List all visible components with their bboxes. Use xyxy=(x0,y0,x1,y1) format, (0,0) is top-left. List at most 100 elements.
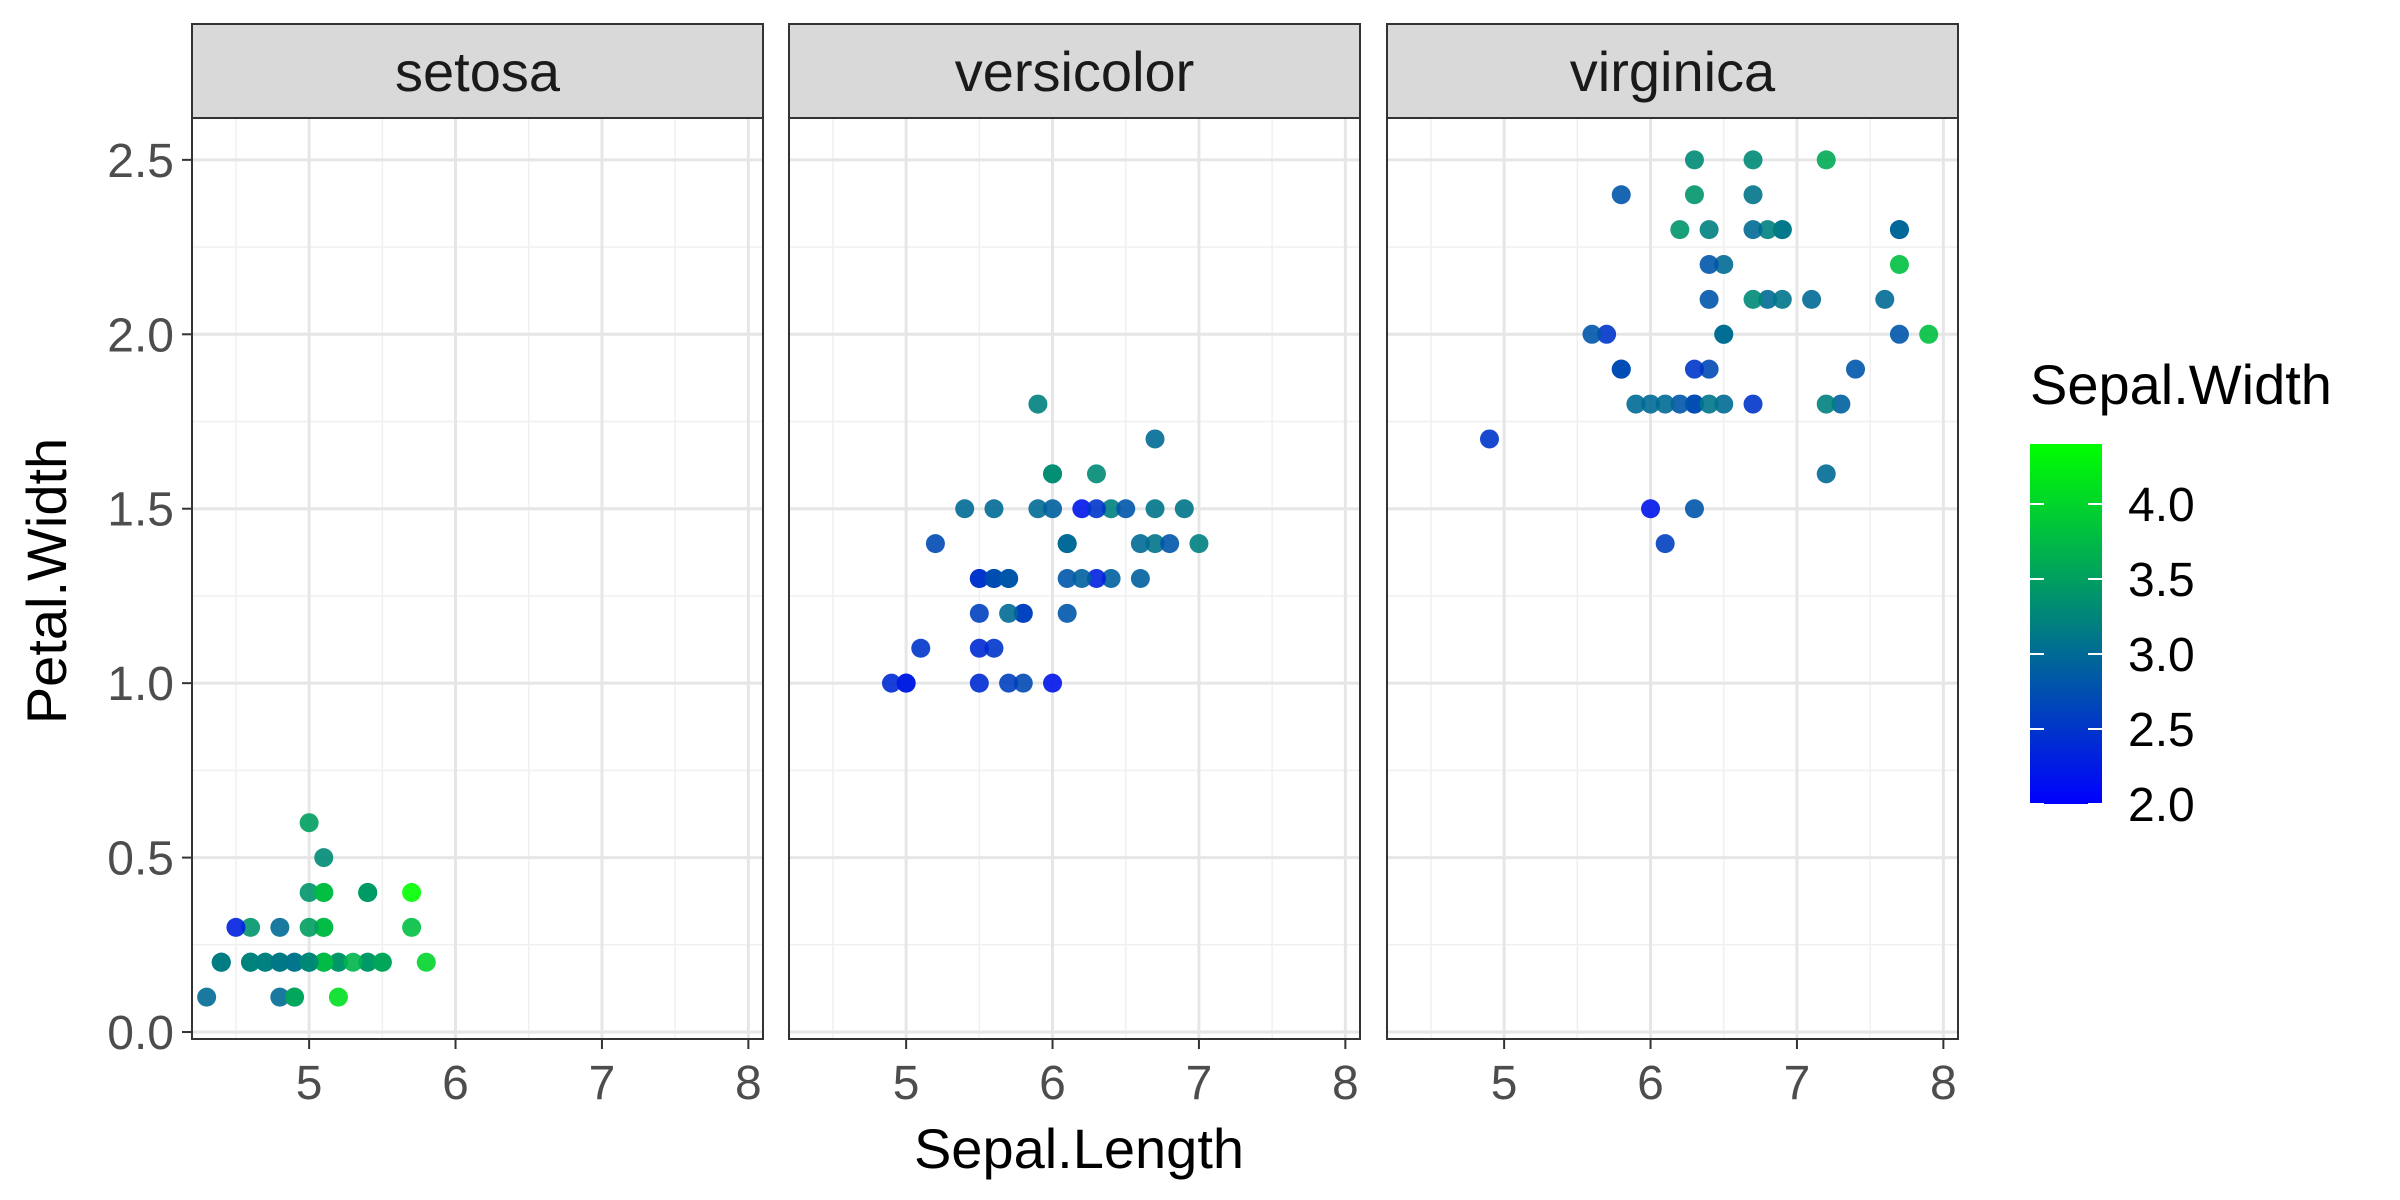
legend-tick-label: 3.0 xyxy=(2128,629,2195,682)
data-point xyxy=(1758,220,1778,240)
data-point xyxy=(999,569,1019,588)
data-point xyxy=(1889,255,1909,275)
x-tick-label: 7 xyxy=(1784,1057,1811,1110)
data-point xyxy=(1699,255,1719,275)
y-tick-label: 1.5 xyxy=(107,484,174,537)
data-point xyxy=(1611,185,1631,205)
data-point xyxy=(1772,289,1792,309)
data-point xyxy=(969,673,989,693)
data-point xyxy=(241,917,261,937)
data-point xyxy=(343,952,363,972)
data-point xyxy=(1684,499,1704,519)
data-point xyxy=(299,952,319,972)
legend-ticks: 2.0 2.5 3.0 3.5 4.0 xyxy=(2030,479,2195,832)
data-point xyxy=(1684,185,1704,205)
legend-tick-label: 2.0 xyxy=(2128,779,2195,832)
data-points xyxy=(197,813,436,1007)
data-point xyxy=(1086,499,1106,519)
data-point xyxy=(1189,534,1209,554)
facet-strip xyxy=(1386,23,1959,119)
data-point xyxy=(1714,394,1734,414)
y-tick-label: 1.0 xyxy=(107,658,174,711)
data-point xyxy=(299,813,319,833)
data-point xyxy=(1846,359,1866,379)
data-point xyxy=(416,952,436,972)
data-point xyxy=(1597,324,1617,344)
data-point xyxy=(1714,324,1734,344)
data-point xyxy=(402,917,422,937)
x-tick-label: 6 xyxy=(1039,1057,1066,1110)
facet-strip xyxy=(788,23,1361,119)
data-point xyxy=(1699,220,1719,240)
data-point xyxy=(299,917,319,937)
legend-colorbar xyxy=(2030,444,2102,804)
x-tick-label: 5 xyxy=(296,1057,323,1110)
data-point xyxy=(1145,429,1165,449)
data-points xyxy=(881,394,1209,693)
x-tick-label: 6 xyxy=(442,1057,469,1110)
data-point xyxy=(1130,569,1150,588)
panel-border xyxy=(191,117,764,1040)
data-point xyxy=(1758,289,1778,309)
data-point xyxy=(314,917,334,937)
data-point xyxy=(999,673,1019,693)
x-tick-label: 7 xyxy=(589,1057,616,1110)
data-point xyxy=(314,848,334,868)
data-point xyxy=(1684,150,1704,170)
data-point xyxy=(255,952,275,972)
data-point xyxy=(1684,359,1704,379)
data-point xyxy=(984,638,1004,658)
facet-strip-label: setosa xyxy=(395,40,561,103)
data-point xyxy=(1086,464,1106,484)
data-point xyxy=(1057,569,1077,588)
data-point xyxy=(925,534,945,554)
legend-tick-label: 4.0 xyxy=(2128,479,2195,532)
data-point xyxy=(955,499,975,519)
color-legend: Sepal.Width 2.0 2.5 3.0 3.5 4.0 xyxy=(2030,353,2332,832)
facet-strip xyxy=(191,23,764,119)
data-point xyxy=(1057,603,1077,623)
data-point xyxy=(1831,394,1851,414)
panel-background xyxy=(1387,118,1958,1039)
x-tick-label: 8 xyxy=(1332,1057,1359,1110)
data-point xyxy=(1684,394,1704,414)
data-point xyxy=(1582,324,1602,344)
data-point xyxy=(969,638,989,658)
data-point xyxy=(969,569,989,588)
data-point xyxy=(1699,394,1719,414)
data-point xyxy=(1101,499,1121,519)
data-point xyxy=(226,917,246,937)
y-axis-title: Petal.Width xyxy=(15,438,78,724)
data-point xyxy=(1743,220,1763,240)
data-point xyxy=(1655,534,1675,554)
data-point xyxy=(284,952,304,972)
data-point xyxy=(1919,324,1939,344)
data-point xyxy=(1160,534,1180,554)
y-tick-label: 2.5 xyxy=(107,135,174,188)
data-points xyxy=(1479,150,1939,554)
data-point xyxy=(1043,499,1063,519)
data-point xyxy=(1816,464,1836,484)
x-tick-label: 5 xyxy=(893,1057,920,1110)
data-point xyxy=(1641,394,1661,414)
data-point xyxy=(1626,394,1646,414)
data-point xyxy=(1816,150,1836,170)
data-point xyxy=(358,882,378,902)
data-point xyxy=(1101,569,1121,588)
data-point xyxy=(299,882,319,902)
data-point xyxy=(1072,569,1092,588)
data-point xyxy=(1611,359,1631,379)
facet-panel-versicolor: versicolor 5 6 7 8 xyxy=(788,23,1361,1110)
data-point xyxy=(999,603,1019,623)
data-point xyxy=(1699,289,1719,309)
data-point xyxy=(270,952,290,972)
data-point xyxy=(1043,464,1063,484)
data-point xyxy=(1743,150,1763,170)
y-tick-label: 2.0 xyxy=(107,309,174,362)
data-point xyxy=(211,952,231,972)
data-point xyxy=(1145,534,1165,554)
data-point xyxy=(314,882,334,902)
facets: setosa 5 6 7 8 0.0 0.5 1.0 1.5 2.0 2.5 versicolor 5 6… xyxy=(107,23,1959,1110)
x-axis-title: Sepal.Length xyxy=(914,1117,1244,1180)
